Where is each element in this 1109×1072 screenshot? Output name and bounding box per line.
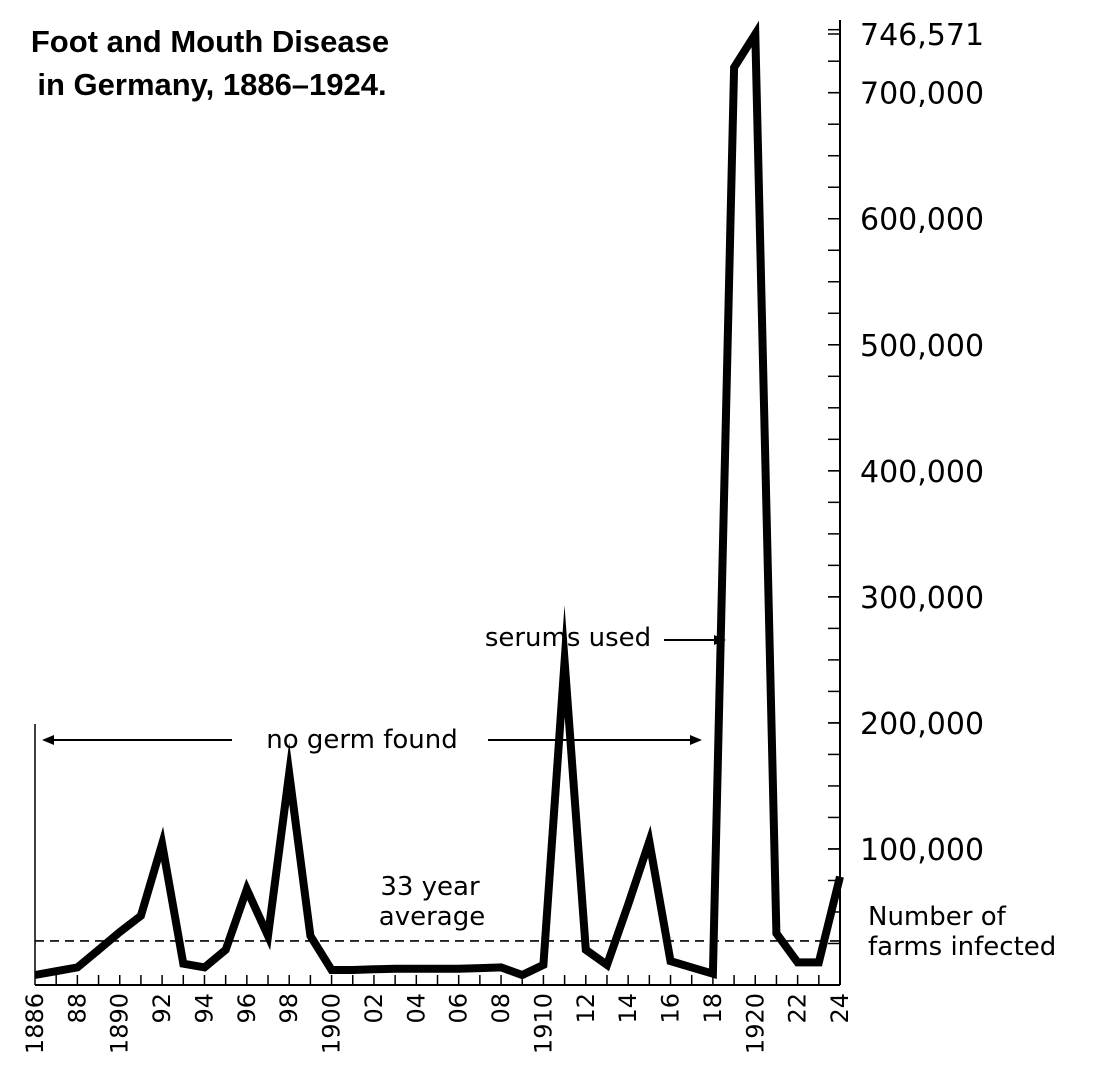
data-point <box>691 966 693 968</box>
y-tick-label: 200,000 <box>860 707 984 742</box>
data-point <box>203 966 205 968</box>
x-tick-label: 94 <box>190 993 218 1024</box>
average-label-line-1: 33 year <box>380 872 480 902</box>
data-point <box>521 974 523 976</box>
y-tick-label: 500,000 <box>860 329 984 364</box>
data-point <box>775 932 777 934</box>
x-tick-label: 22 <box>784 993 812 1024</box>
data-point <box>712 973 714 975</box>
x-tick-label: 16 <box>657 993 685 1024</box>
data-point <box>161 843 163 845</box>
data-point <box>267 935 269 937</box>
data-point <box>288 772 290 774</box>
x-tick-label: 1890 <box>106 993 134 1054</box>
data-point <box>733 66 735 68</box>
average-label-line-2: average <box>379 902 485 932</box>
x-axis-ticks: 1886 88 1890 92 94 96 98 1900 02 04 06 08 1910 12 14 16… <box>21 975 854 1054</box>
no-germ-right-arrowhead <box>690 735 702 745</box>
no-germ-left-arrowhead <box>42 735 54 745</box>
data-point <box>606 964 608 966</box>
x-tick-label: 1920 <box>741 993 769 1054</box>
y-tick-label: 700,000 <box>860 77 984 112</box>
serums-used-label: serums used <box>485 623 651 653</box>
data-point <box>140 915 142 917</box>
x-tick-label: 88 <box>63 993 91 1024</box>
data-point <box>458 968 460 970</box>
x-tick-label: 1910 <box>529 993 557 1054</box>
data-point <box>394 968 396 970</box>
data-point <box>542 964 544 966</box>
x-tick-label: 12 <box>572 993 600 1024</box>
data-point <box>437 968 438 970</box>
x-tick-label: 08 <box>487 993 515 1024</box>
data-point <box>373 968 375 970</box>
data-point <box>627 903 629 905</box>
data-point <box>585 949 587 951</box>
y-axis-label-line-1: Number of <box>868 902 1007 932</box>
data-point <box>34 974 36 976</box>
data-point <box>182 963 184 965</box>
x-tick-label: 96 <box>233 993 261 1024</box>
x-tick-label: 04 <box>402 993 430 1024</box>
x-tick-label: 14 <box>614 993 642 1024</box>
y-axis-ticks: 100,000 200,000 300,000 400,000 500,000 600,0… <box>828 18 984 945</box>
data-point <box>225 949 227 951</box>
data-point <box>246 888 248 890</box>
x-tick-label: 92 <box>148 993 176 1024</box>
x-tick-label: 24 <box>826 993 854 1024</box>
data-point <box>479 967 481 969</box>
data-point <box>500 966 502 968</box>
data-point <box>352 969 354 971</box>
no-germ-label: no germ found <box>266 725 458 755</box>
y-tick-label: 100,000 <box>860 833 984 868</box>
data-point <box>818 961 820 963</box>
data-point <box>564 660 566 662</box>
y-tick-label: 300,000 <box>860 581 984 616</box>
data-point <box>415 968 417 970</box>
data-point <box>76 966 78 968</box>
data-point <box>670 960 672 962</box>
series-line <box>34 20 844 980</box>
y-tick-label: 746,571 <box>860 18 984 53</box>
x-tick-label: 18 <box>699 993 727 1024</box>
x-tick-label: 98 <box>275 993 303 1024</box>
x-tick-label: 02 <box>360 993 388 1024</box>
data-point <box>797 961 799 963</box>
x-tick-label: 1886 <box>21 993 49 1054</box>
chart-title-line-1: Foot and Mouth Disease <box>31 24 389 59</box>
data-point <box>55 970 57 972</box>
y-tick-label: 600,000 <box>860 203 984 238</box>
data-point <box>119 931 121 933</box>
y-axis-label-line-2: farms infected <box>868 932 1056 962</box>
data-point <box>98 949 100 951</box>
data-point <box>331 969 333 971</box>
y-tick-label: 400,000 <box>860 455 984 490</box>
data-points <box>34 33 841 976</box>
data-point <box>309 935 311 937</box>
chart-title-line-2: in Germany, 1886–1924. <box>37 67 386 102</box>
x-tick-label: 06 <box>445 993 473 1024</box>
data-point <box>648 840 650 842</box>
data-point <box>839 876 841 878</box>
data-point <box>754 33 756 35</box>
x-tick-label: 1900 <box>318 993 346 1054</box>
